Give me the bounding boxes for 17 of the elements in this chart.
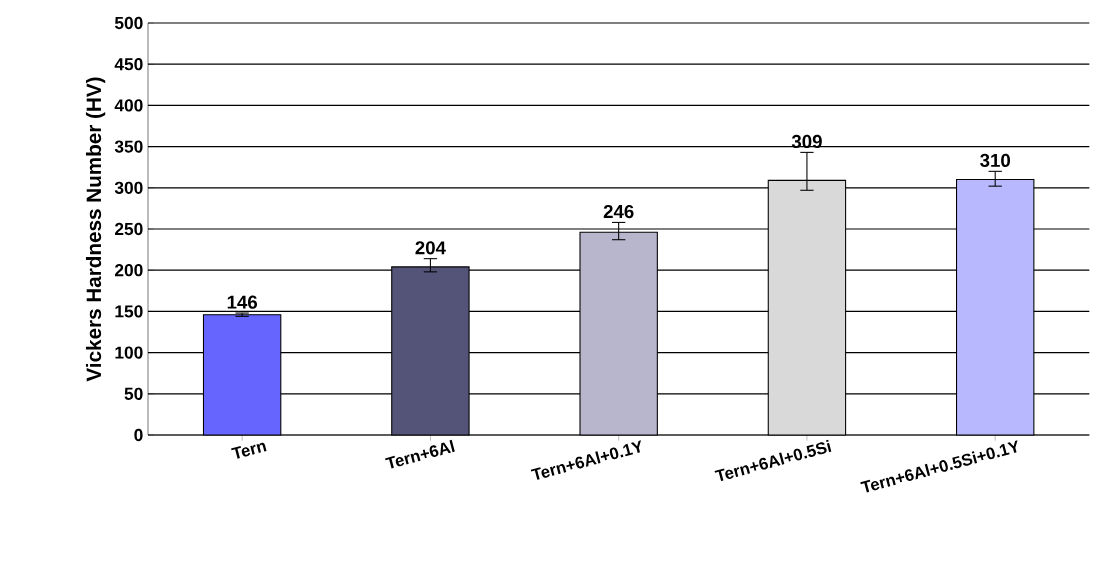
y-tick-label: 350 bbox=[114, 140, 143, 153]
data-label: 146 bbox=[227, 295, 258, 309]
y-tick-label: 500 bbox=[114, 16, 143, 30]
y-tick-label: 250 bbox=[114, 222, 143, 236]
y-tick-label: 50 bbox=[124, 387, 143, 400]
y-tick-label: 450 bbox=[114, 58, 143, 71]
data-label: 310 bbox=[980, 153, 1011, 168]
y-tick-label: 200 bbox=[114, 264, 143, 277]
data-label: 246 bbox=[603, 204, 634, 219]
y-axis-title: Vickers Hardness Number (HV) bbox=[85, 77, 106, 382]
y-tick-label: 400 bbox=[114, 99, 143, 112]
y-tick-label: 150 bbox=[115, 305, 143, 318]
y-tick-label: 100 bbox=[115, 346, 143, 359]
y-tick-label: 0 bbox=[134, 428, 143, 442]
y-tick-label: 300 bbox=[114, 181, 143, 194]
data-label: 204 bbox=[415, 241, 446, 255]
x-tick-label: Tern bbox=[231, 442, 267, 459]
